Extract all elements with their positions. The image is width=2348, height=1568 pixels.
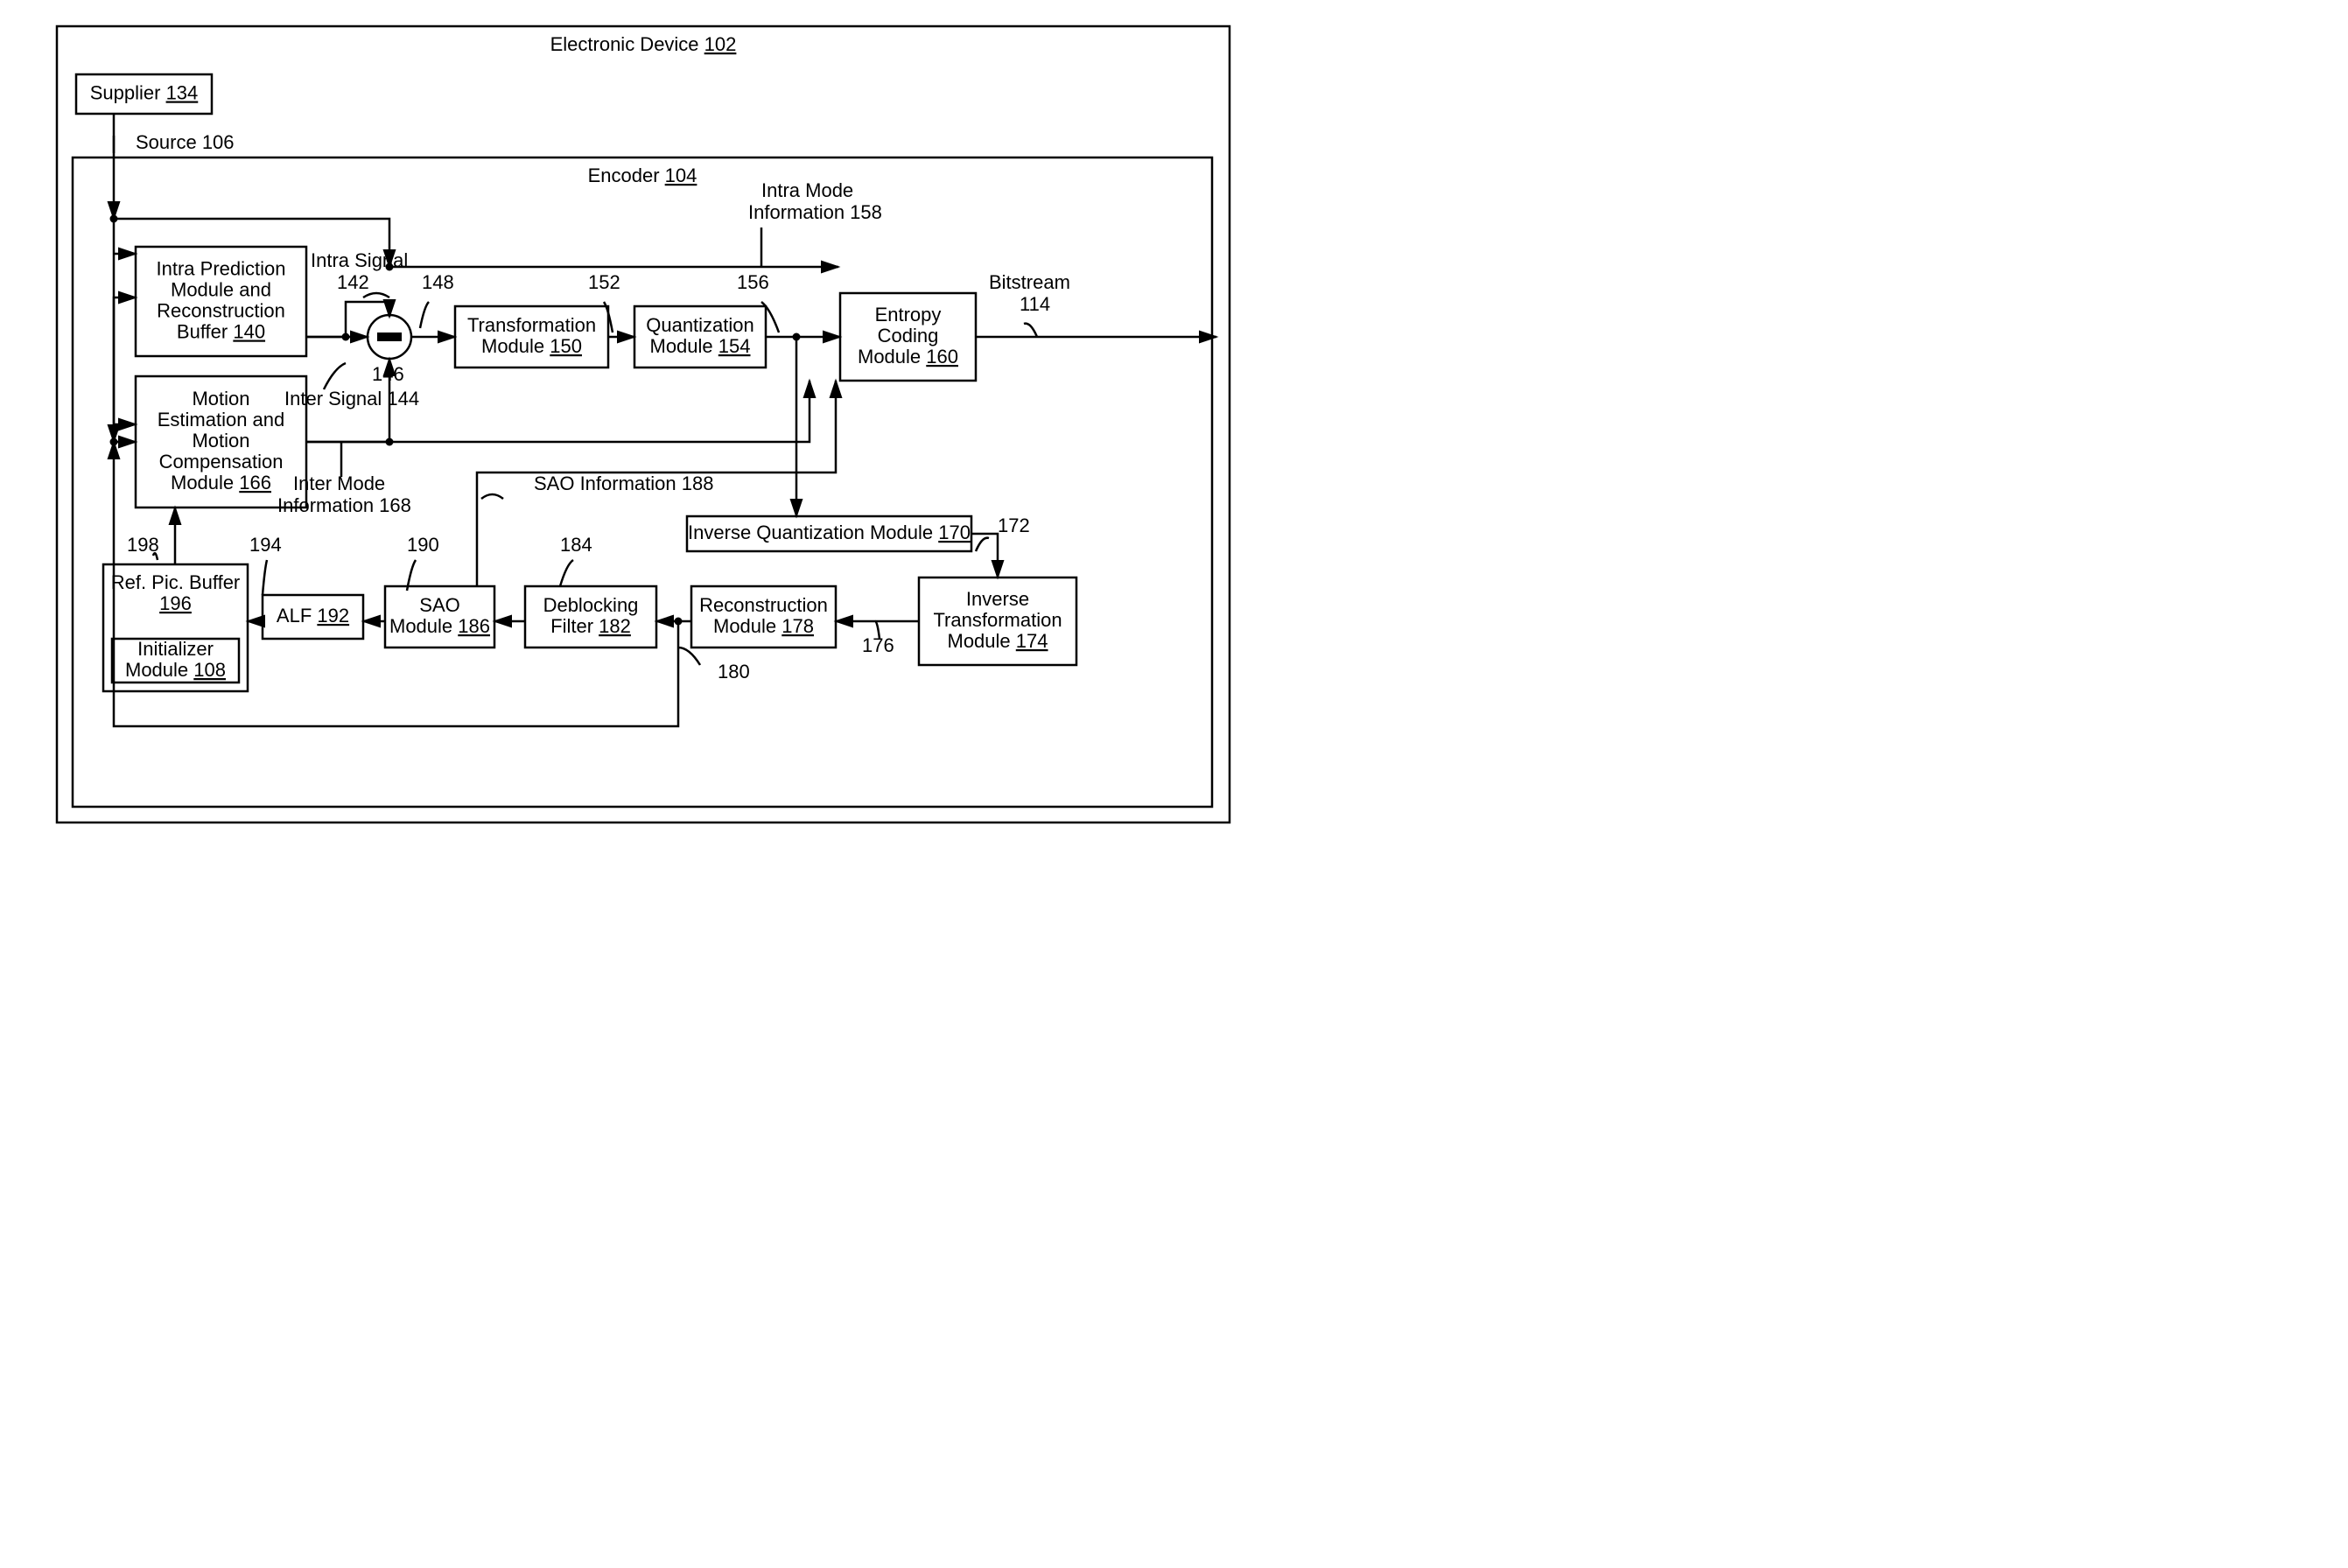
svg-text:Module 174: Module 174 [948,630,1048,652]
svg-text:156: 156 [737,271,769,293]
node-alf: ALF 192 [263,595,363,639]
svg-text:SAO: SAO [419,594,459,616]
node-trans: TransformationModule 150 [455,306,608,368]
svg-text:Inter Signal 144: Inter Signal 144 [284,388,419,410]
svg-text:Reconstruction: Reconstruction [157,300,285,322]
svg-text:Source 106: Source 106 [136,131,235,153]
svg-text:Intra Mode: Intra Mode [761,179,853,201]
svg-text:146: 146 [372,363,404,385]
svg-text:Inter Mode: Inter Mode [293,472,385,494]
svg-text:Entropy: Entropy [875,304,942,326]
svg-text:184: 184 [560,534,592,556]
svg-text:190: 190 [407,534,439,556]
node-recon: ReconstructionModule 178 [691,586,836,648]
svg-text:Module and: Module and [171,279,271,301]
svg-text:Motion: Motion [192,388,249,410]
svg-text:142: 142 [337,271,369,293]
svg-text:Buffer 140: Buffer 140 [177,321,265,343]
svg-text:Supplier 134: Supplier 134 [90,82,199,104]
svg-text:Electronic Device 102: Electronic Device 102 [550,33,737,55]
svg-text:114: 114 [1020,293,1050,315]
svg-text:180: 180 [718,661,750,682]
diagram-canvas: Electronic Device 102 Encoder 104 Supplier… [0,0,2348,864]
svg-text:Initializer: Initializer [137,638,214,660]
svg-text:196: 196 [159,592,192,614]
svg-text:Reconstruction: Reconstruction [699,594,828,616]
svg-text:Transformation: Transformation [467,314,596,336]
node-invt: InverseTransformationModule 174 [919,578,1076,665]
node-mec: MotionEstimation andMotionCompensationMo… [136,376,306,508]
svg-text:Module 178: Module 178 [713,615,814,637]
svg-text:Inverse Quantization Module 17: Inverse Quantization Module 170 [688,522,971,543]
node-invq: Inverse Quantization Module 170 [687,516,971,551]
svg-text:Information 158: Information 158 [748,201,882,223]
svg-text:Module 166: Module 166 [171,472,271,494]
svg-text:194: 194 [249,534,282,556]
svg-text:176: 176 [862,634,894,656]
svg-text:Ref. Pic. Buffer: Ref. Pic. Buffer [111,571,241,593]
svg-text:Coding: Coding [878,325,939,346]
svg-text:Information 168: Information 168 [277,494,411,516]
svg-text:Motion: Motion [192,430,249,452]
svg-text:152: 152 [588,271,620,293]
node-initmod: InitializerModule 108 [112,638,239,682]
svg-text:Intra Prediction: Intra Prediction [157,258,286,280]
svg-text:Encoder 104: Encoder 104 [588,164,697,186]
node-entropy: EntropyCodingModule 160 [840,293,976,381]
node-intrapred: Intra PredictionModule andReconstruction… [136,247,306,356]
svg-text:Module 108: Module 108 [125,659,226,681]
node-deblock: DeblockingFilter 182 [525,586,656,648]
svg-text:Module 154: Module 154 [650,335,751,357]
svg-text:Bitstream: Bitstream [989,271,1070,293]
svg-text:ALF 192: ALF 192 [277,605,349,626]
svg-text:Filter 182: Filter 182 [550,615,631,637]
svg-text:Module 150: Module 150 [481,335,582,357]
node-supplier: Supplier 134 [76,74,212,114]
svg-text:Compensation: Compensation [159,451,284,472]
svg-text:148: 148 [422,271,454,293]
svg-text:Quantization: Quantization [646,314,754,336]
node-sao: SAOModule 186 [385,586,494,648]
node-quant: QuantizationModule 154 [634,306,766,368]
svg-text:SAO Information 188: SAO Information 188 [534,472,713,494]
svg-text:Inverse: Inverse [966,588,1029,610]
svg-text:Transformation: Transformation [933,609,1062,631]
svg-text:172: 172 [998,514,1030,536]
svg-text:Module 160: Module 160 [858,346,958,368]
svg-text:Intra Signal: Intra Signal [311,249,408,271]
svg-text:Deblocking: Deblocking [543,594,639,616]
svg-text:Module 186: Module 186 [389,615,490,637]
svg-text:Estimation and: Estimation and [158,409,285,430]
